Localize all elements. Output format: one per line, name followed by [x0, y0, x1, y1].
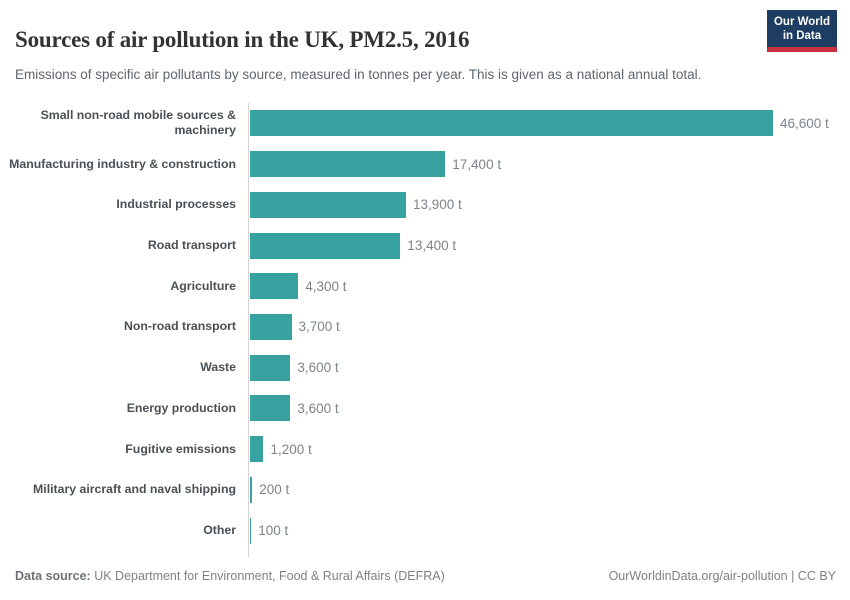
- y-axis-line: [248, 103, 249, 557]
- bar: [250, 436, 264, 463]
- value-label: 13,400 t: [407, 238, 457, 254]
- category-label: Manufacturing industry & construction: [9, 156, 236, 171]
- chart-row: Manufacturing industry & construction 17,…: [0, 144, 850, 185]
- value-label: 3,600 t: [297, 360, 339, 376]
- chart-row: Non-road transport 3,700 t: [0, 307, 850, 348]
- value-label: 200 t: [259, 482, 290, 498]
- value-label: 100 t: [258, 523, 289, 539]
- bar: [250, 313, 292, 340]
- value-label: 13,900 t: [413, 197, 462, 213]
- bar: [250, 151, 446, 178]
- logo-line-2: in Data: [782, 29, 822, 42]
- page-title: Sources of air pollution in the UK, PM2.…: [15, 27, 470, 53]
- chart-row: Road transport 13,400 t: [0, 225, 850, 266]
- chart-subtitle: Emissions of specific air pollutants by …: [15, 66, 702, 82]
- bar: [250, 273, 299, 300]
- category-label: Waste: [200, 360, 236, 375]
- bar-zone: 3,600 t: [236, 395, 850, 422]
- category-label: Non-road transport: [123, 319, 236, 334]
- category-label: Road transport: [147, 238, 236, 253]
- chart-row: Military aircraft and naval shipping 200 …: [0, 469, 850, 510]
- data-source-text: UK Department for Environment, Food & Ru…: [90, 569, 445, 583]
- bar-zone: 13,900 t: [236, 191, 850, 218]
- category-label: Small non-road mobile sources & machiner…: [40, 108, 236, 138]
- category-label: Industrial processes: [116, 197, 236, 212]
- data-source-note: Data source: UK Department for Environme…: [15, 569, 445, 583]
- owid-logo: Our World in Data: [766, 10, 837, 52]
- category-label: Energy production: [126, 400, 236, 415]
- bar-zone: 3,700 t: [236, 313, 850, 340]
- chart-row: Energy production 3,600 t: [0, 388, 850, 429]
- chart-row: Fugitive emissions 1,200 t: [0, 429, 850, 470]
- chart-row: Other 100 t: [0, 510, 850, 551]
- bar: [250, 191, 406, 218]
- bar: [250, 110, 773, 137]
- chart-row: Agriculture 4,300 t: [0, 266, 850, 307]
- bar: [250, 476, 253, 503]
- chart-rows: Small non-road mobile sources & machiner…: [0, 103, 850, 551]
- value-label: 46,600 t: [780, 115, 829, 131]
- bar-zone: 17,400 t: [236, 151, 850, 178]
- bar-zone: 46,600 t: [236, 110, 850, 137]
- bar-zone: 100 t: [236, 517, 850, 544]
- credit-link: OurWorldinData.org/air-pollution | CC BY: [608, 569, 836, 583]
- chart-row: Industrial processes 13,900 t: [0, 184, 850, 225]
- category-label: Agriculture: [170, 278, 236, 293]
- bar: [250, 395, 291, 422]
- bar-zone: 13,400 t: [236, 232, 850, 259]
- bar-zone: 3,600 t: [236, 354, 850, 381]
- value-label: 4,300 t: [305, 278, 347, 294]
- chart-row: Waste 3,600 t: [0, 347, 850, 388]
- bar: [250, 232, 401, 259]
- value-label: 3,600 t: [297, 400, 339, 416]
- bar-zone: 1,200 t: [236, 436, 850, 463]
- category-label: Fugitive emissions: [125, 441, 236, 456]
- value-label: 3,700 t: [298, 319, 340, 335]
- bar: [250, 354, 291, 381]
- chart-row: Small non-road mobile sources & machiner…: [0, 103, 850, 144]
- category-label: Other: [203, 523, 236, 538]
- chart-footer: Data source: UK Department for Environme…: [15, 569, 836, 583]
- value-label: 17,400 t: [452, 156, 502, 172]
- value-label: 1,200 t: [270, 441, 312, 457]
- bar-chart: Small non-road mobile sources & machiner…: [0, 103, 850, 559]
- data-source-label: Data source:: [15, 569, 91, 583]
- bar: [250, 517, 252, 544]
- bar-zone: 4,300 t: [236, 273, 850, 300]
- bar-zone: 200 t: [236, 476, 850, 503]
- category-label: Military aircraft and naval shipping: [33, 482, 236, 497]
- logo-line-1: Our World: [773, 16, 830, 28]
